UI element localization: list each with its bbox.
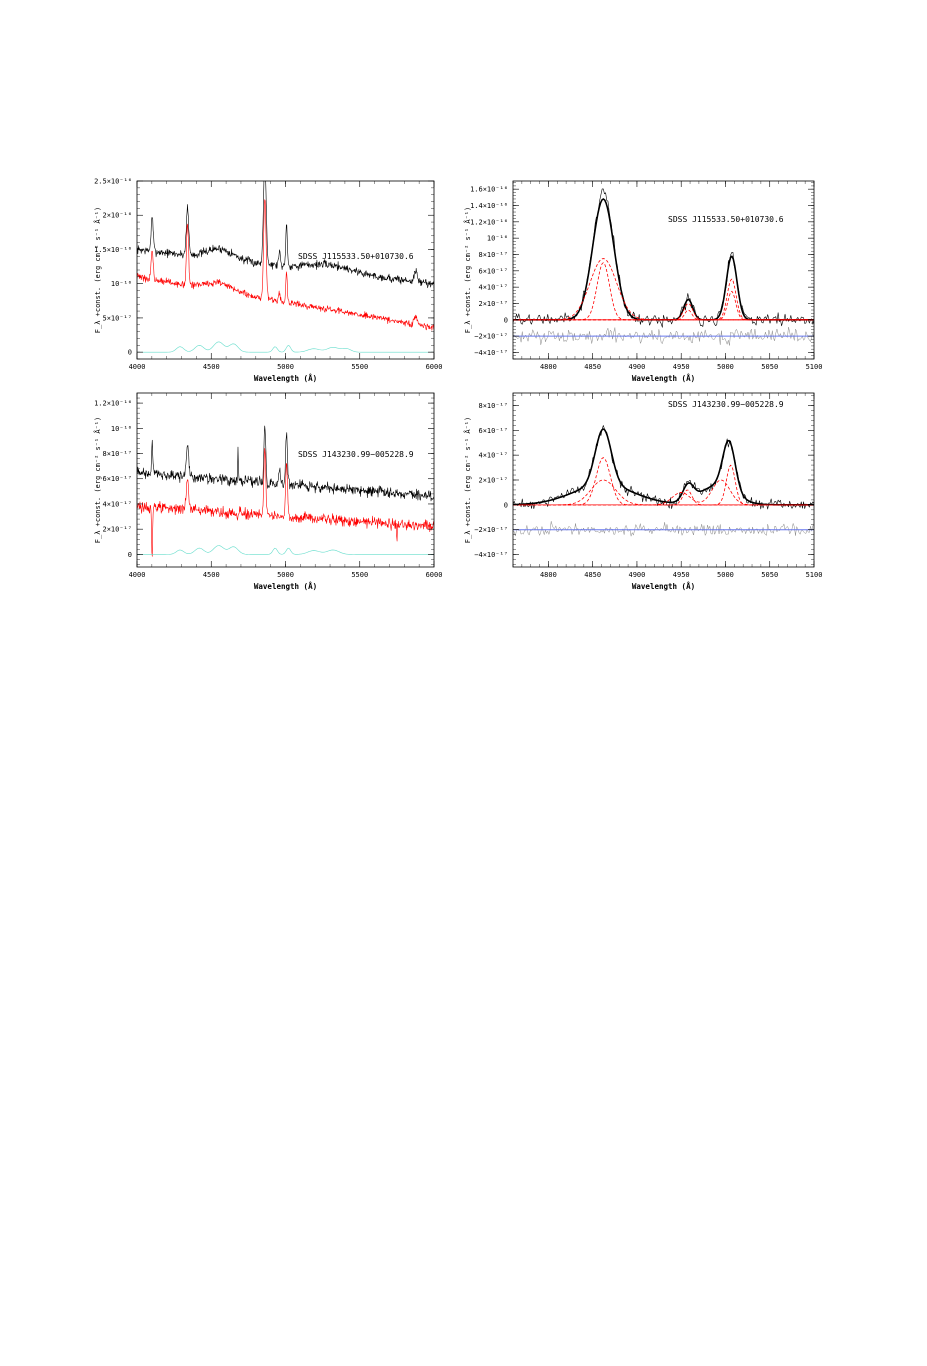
y-tick-label: −4×10⁻¹⁷ xyxy=(474,349,508,357)
plot-frame xyxy=(136,180,435,360)
series-line-0 xyxy=(137,425,434,502)
y-tick-label: 1.2×10⁻¹⁶ xyxy=(470,218,508,226)
y-tick-label: 6×10⁻¹⁷ xyxy=(102,475,132,483)
x-tick-label: 4900 xyxy=(629,363,646,371)
x-tick-label: 4000 xyxy=(129,363,146,371)
object-name-label: SDSS J143230.99−005228.9 xyxy=(298,450,414,459)
chart-panel-top-left: 4000 4500 5000 5500 6000 0 5×10⁻¹⁷ 10⁻¹⁶ 1.5×10⁻… xyxy=(93,178,443,384)
y-tick-label: 1.4×10⁻¹⁶ xyxy=(470,202,508,210)
series-group xyxy=(513,188,814,346)
x-tick-label: 4850 xyxy=(584,363,601,371)
y-axis-label: F_λ +const. (erg cm⁻² s⁻¹ Å⁻¹) xyxy=(463,417,472,543)
series-line-7 xyxy=(513,520,814,537)
plot-frame xyxy=(512,392,815,568)
chart-panel-bottom-right: 4800 4850 4900 4950 5000 5050 5100 −4×10⁻¹⁷ −2×1… xyxy=(463,392,823,591)
y-tick-label: 10⁻¹⁶ xyxy=(111,425,132,433)
series-line-2 xyxy=(137,545,434,555)
series-line-2 xyxy=(137,341,434,353)
series-line-1 xyxy=(513,428,814,506)
x-tick-label: 4950 xyxy=(673,363,690,371)
y-tick-label: 1.2×10⁻¹⁶ xyxy=(94,400,132,408)
x-tick-label: 5500 xyxy=(351,363,368,371)
x-axis-label: Wavelength (Å) xyxy=(632,374,695,383)
series-line-0 xyxy=(137,181,434,289)
x-tick-label: 4800 xyxy=(540,363,557,371)
chart-panel-bottom-left: 4000 4500 5000 5500 6000 0 2×10⁻¹⁷ 4×10⁻¹⁷ 6×10⁻… xyxy=(93,392,443,591)
object-name-label: SDSS J115533.50+010730.6 xyxy=(298,252,414,261)
x-axis-label: Wavelength (Å) xyxy=(254,582,317,591)
y-tick-label: 8×10⁻¹⁷ xyxy=(478,402,508,410)
x-tick-label: 5000 xyxy=(717,363,734,371)
y-tick-label: 2×10⁻¹⁷ xyxy=(478,300,508,308)
series-line-2 xyxy=(513,258,814,321)
x-tick-label: 4900 xyxy=(629,571,646,579)
x-tick-label: 4850 xyxy=(584,571,601,579)
series-group xyxy=(137,425,434,557)
y-tick-label: 2.5×10⁻¹⁶ xyxy=(94,178,132,186)
series-group xyxy=(513,425,814,537)
y-tick-label: −4×10⁻¹⁷ xyxy=(474,551,508,559)
x-axis-label: Wavelength (Å) xyxy=(632,582,695,591)
y-tick-label: 0 xyxy=(128,349,132,357)
x-tick-label: 5100 xyxy=(806,571,823,579)
y-tick-label: 6×10⁻¹⁷ xyxy=(478,267,508,275)
y-tick-label: 10⁻¹⁶ xyxy=(487,235,508,243)
series-line-0 xyxy=(513,188,814,328)
series-line-4 xyxy=(513,464,814,506)
series-group xyxy=(137,181,434,353)
x-tick-label: 5500 xyxy=(351,571,368,579)
x-tick-label: 5000 xyxy=(717,571,734,579)
series-line-0 xyxy=(513,425,814,510)
y-tick-label: 0 xyxy=(128,551,132,559)
series-line-3 xyxy=(513,262,814,321)
x-tick-label: 4500 xyxy=(203,363,220,371)
series-line-1 xyxy=(137,199,434,331)
y-tick-label: 4×10⁻¹⁷ xyxy=(102,500,132,508)
y-tick-label: 0 xyxy=(504,501,508,509)
y-tick-label: 6×10⁻¹⁷ xyxy=(478,427,508,435)
y-tick-label: 5×10⁻¹⁷ xyxy=(102,314,132,322)
y-tick-label: 4×10⁻¹⁷ xyxy=(478,452,508,460)
object-name-label: SDSS J115533.50+010730.6 xyxy=(668,215,784,224)
y-tick-label: −2×10⁻¹⁷ xyxy=(474,333,508,341)
x-tick-label: 4800 xyxy=(540,571,557,579)
y-axis-label: F_λ +const. (erg cm⁻² s⁻¹ Å⁻¹) xyxy=(93,417,102,543)
series-line-5 xyxy=(513,278,814,321)
x-tick-label: 5050 xyxy=(761,571,778,579)
x-axis-label: Wavelength (Å) xyxy=(254,374,317,383)
x-tick-label: 6000 xyxy=(426,571,443,579)
y-tick-label: 2×10⁻¹⁷ xyxy=(478,477,508,485)
x-tick-label: 4500 xyxy=(203,571,220,579)
y-tick-label: 10⁻¹⁶ xyxy=(111,280,132,288)
x-tick-label: 5050 xyxy=(761,363,778,371)
x-tick-label: 5000 xyxy=(277,571,294,579)
x-tick-label: 4000 xyxy=(129,571,146,579)
chart-panel-top-right: 4800 4850 4900 4950 5000 5050 5100 −4×10⁻¹⁷ −2×1… xyxy=(463,180,823,383)
y-tick-label: 2×10⁻¹⁶ xyxy=(102,212,132,220)
y-tick-label: 0 xyxy=(504,316,508,324)
y-tick-label: −2×10⁻¹⁷ xyxy=(474,526,508,534)
y-tick-label: 4×10⁻¹⁷ xyxy=(478,284,508,292)
x-tick-label: 5000 xyxy=(277,363,294,371)
object-name-label: SDSS J143230.99−005228.9 xyxy=(668,400,784,409)
y-tick-label: 8×10⁻¹⁷ xyxy=(102,450,132,458)
x-tick-label: 4950 xyxy=(673,571,690,579)
series-line-1 xyxy=(137,448,434,557)
y-tick-label: 2×10⁻¹⁷ xyxy=(102,526,132,534)
x-tick-label: 5100 xyxy=(806,363,823,371)
y-tick-label: 1.5×10⁻¹⁶ xyxy=(94,246,132,254)
x-tick-label: 6000 xyxy=(426,363,443,371)
y-axis-label: F_λ +const. (erg cm⁻² s⁻¹ Å⁻¹) xyxy=(463,207,472,333)
plot-frame xyxy=(512,180,815,360)
y-tick-label: 8×10⁻¹⁷ xyxy=(478,251,508,259)
y-tick-label: 1.6×10⁻¹⁶ xyxy=(470,186,508,194)
y-axis-label: F_λ +const. (erg cm⁻² s⁻¹ Å⁻¹) xyxy=(93,207,102,333)
